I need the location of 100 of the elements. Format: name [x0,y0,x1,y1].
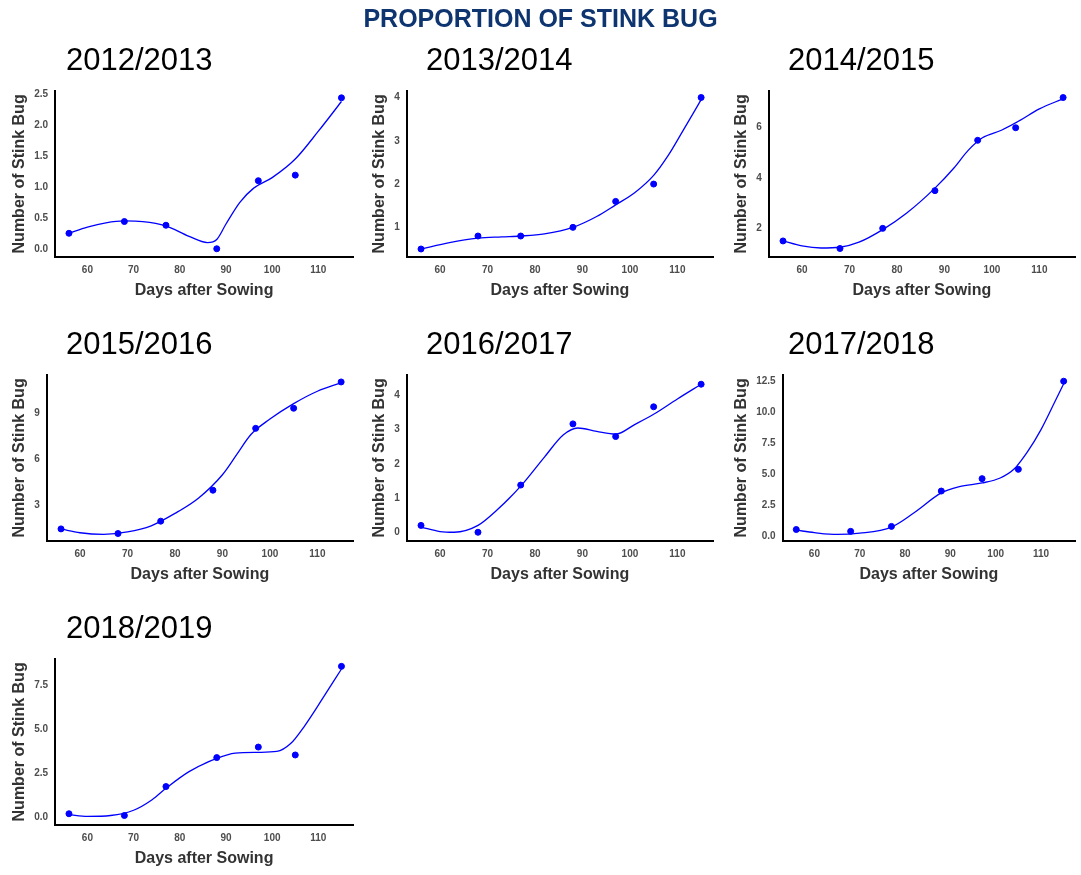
point [836,245,844,252]
x-tick-label: 80 [169,547,181,559]
x-tick-label: 100 [261,547,279,559]
y-tick-label: 1 [394,221,401,233]
point [474,232,482,240]
y-tick-label: 2.5 [761,499,777,511]
x-tick-label: 60 [74,547,86,559]
y-tick-label: 2 [394,177,401,189]
x-tick-label: 100 [263,831,281,843]
chart-title: 2015/2016 [66,326,213,362]
x-tick-label: 60 [796,263,808,275]
point [252,424,260,432]
y-tick-label: 2.5 [34,87,49,99]
x-tick-label: 110 [310,263,327,275]
point [290,404,298,412]
x-tick-label: 100 [263,263,281,275]
point [847,527,855,535]
y-tick-label: 5.0 [761,468,777,480]
y-axis-title: Number of Stink Bug [10,378,28,538]
y-tick-label: 1 [394,491,401,503]
y-tick-label: 4 [756,171,763,183]
point [417,521,425,529]
x-axis-title: Days after Sowing [134,280,274,298]
point [937,487,945,495]
point [209,486,217,494]
point [569,223,577,231]
y-tick-label: 7.5 [761,437,777,449]
point [157,517,165,525]
x-tick-label: 80 [529,547,541,559]
point [887,522,895,530]
point [57,525,65,533]
y-tick-label: 0.0 [34,242,49,254]
point [612,197,620,205]
point [779,237,787,245]
chart-title: 2018/2019 [66,610,213,646]
x-tick-label: 90 [220,831,232,843]
point [1060,377,1068,385]
x-axis-title: Days after Sowing [490,564,630,582]
point [978,475,986,483]
chart-title: 2012/2013 [66,42,213,78]
x-tick-label: 80 [174,831,186,843]
point [650,180,658,188]
point [879,224,887,232]
y-tick-label: 2 [394,457,401,469]
point [120,812,128,819]
x-tick-label: 90 [938,263,951,275]
point [254,743,262,751]
x-tick-label: 110 [310,831,327,843]
y-axis-title: Number of Stink Bug [732,94,750,254]
y-tick-label: 6 [34,453,41,465]
point [569,420,577,428]
x-tick-label: 100 [621,263,639,275]
chart-title: 2014/2015 [788,42,935,78]
x-tick-label: 80 [899,547,912,559]
y-tick-label: 0.5 [34,211,49,223]
chart-title: 2013/2014 [426,42,573,78]
y-axis-title: Number of Stink Bug [10,94,28,254]
x-tick-label: 80 [891,263,903,275]
x-tick-label: 70 [481,263,494,275]
point [697,93,705,101]
y-axis-title: Number of Stink Bug [732,378,750,538]
x-tick-label: 110 [669,547,686,559]
point [1012,124,1020,132]
x-tick-label: 100 [983,263,1001,275]
x-tick-label: 60 [434,263,446,275]
y-axis-title: Number of Stink Bug [370,378,388,538]
point [254,177,262,185]
point [120,218,128,226]
point [114,530,122,538]
x-tick-label: 110 [1031,263,1048,275]
y-tick-label: 3 [394,423,401,435]
x-tick-label: 90 [216,547,229,559]
point [65,229,73,237]
point [65,810,73,818]
point [650,403,658,411]
y-tick-label: 12.5 [756,374,777,386]
x-axis-title: Days after Sowing [134,848,274,866]
x-tick-label: 110 [309,547,326,559]
x-tick-label: 60 [808,547,821,559]
x-tick-label: 60 [81,263,94,275]
point [213,245,221,253]
point [417,245,425,253]
y-tick-label: 7.5 [34,679,49,691]
point [291,751,299,759]
y-tick-label: 2 [756,222,763,234]
y-tick-label: 5.0 [34,723,49,735]
y-tick-label: 0 [394,526,401,537]
point [1014,465,1022,473]
point [517,232,525,240]
point [697,380,705,388]
point [974,136,982,144]
x-tick-label: 70 [128,831,140,843]
y-tick-label: 1.5 [34,149,49,161]
x-tick-label: 100 [987,547,1005,559]
y-tick-label: 1.0 [34,180,49,192]
point [337,662,345,670]
x-axis-title: Days after Sowing [852,280,992,298]
point [162,221,170,229]
x-tick-label: 70 [121,547,134,559]
y-tick-label: 3 [34,499,41,511]
